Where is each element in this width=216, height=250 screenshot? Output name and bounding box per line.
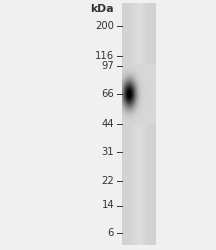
Text: 14: 14	[102, 200, 114, 210]
Text: 44: 44	[102, 119, 114, 129]
Text: 22: 22	[101, 176, 114, 186]
Text: 200: 200	[95, 21, 114, 31]
Text: 116: 116	[95, 51, 114, 61]
Text: 97: 97	[101, 61, 114, 71]
Text: kDa: kDa	[91, 4, 114, 14]
Text: 6: 6	[108, 228, 114, 238]
Text: 66: 66	[101, 89, 114, 99]
Text: 31: 31	[102, 147, 114, 157]
